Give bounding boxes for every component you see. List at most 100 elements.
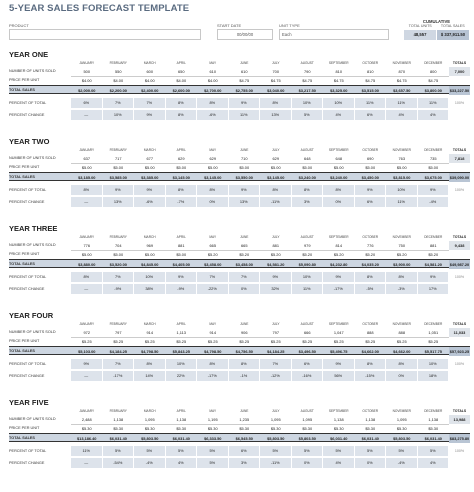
- units-sold-cell[interactable]: 870: [386, 67, 418, 77]
- percent-of-total-cell: 9%: [166, 272, 197, 282]
- total-units-value: 48,557: [404, 30, 436, 40]
- units-sold-cell[interactable]: 776: [354, 241, 386, 251]
- units-sold-cell[interactable]: 500: [71, 67, 103, 77]
- units-sold-cell[interactable]: 810: [354, 67, 386, 77]
- month-header: MARCH: [143, 235, 156, 239]
- units-sold-label: NUMBER OF UNITS SOLD: [9, 417, 56, 421]
- month-header-row: JANUARY FEBRUARY MARCH APRIL MAY JUNE JULY AUGU…: [9, 234, 470, 241]
- percent-of-total-cell: 10%: [323, 98, 355, 108]
- start-date-label: START DATE: [217, 23, 242, 28]
- units-sold-cell[interactable]: 735: [417, 154, 449, 164]
- units-sold-cell[interactable]: 704: [102, 241, 134, 251]
- units-sold-cell[interactable]: 648: [323, 154, 355, 164]
- units-sold-cell[interactable]: 629: [165, 154, 197, 164]
- units-sold-cell[interactable]: 969: [134, 241, 166, 251]
- total-sales-cell: $5,803.50: [141, 436, 159, 441]
- units-sold-cell[interactable]: 1,095: [291, 415, 323, 425]
- month-header: FEBRUARY: [109, 148, 127, 152]
- percent-of-total-cell: 10%: [134, 272, 166, 282]
- units-sold-cell[interactable]: 814: [323, 241, 355, 251]
- units-sold-cell[interactable]: 810: [323, 67, 355, 77]
- units-sold-cell[interactable]: 710: [228, 154, 260, 164]
- percent-of-total-cell: 9%: [229, 98, 260, 108]
- units-sold-row: NUMBER OF UNITS SOLD 776 704 969 881 665 665 88…: [9, 241, 470, 251]
- units-sold-cell[interactable]: 666: [291, 328, 323, 338]
- units-sold-cell[interactable]: 914: [197, 328, 229, 338]
- units-sold-cell[interactable]: 800: [417, 67, 449, 77]
- units-sold-cell[interactable]: 629: [260, 154, 292, 164]
- units-sold-cell[interactable]: 1,195: [197, 415, 229, 425]
- percent-change-cell: 5%: [292, 110, 323, 120]
- percent-change-cell: 4%: [323, 110, 355, 120]
- units-sold-cell[interactable]: 906: [228, 328, 260, 338]
- total-sales-cell: $3,900.00: [393, 262, 411, 267]
- units-sold-cell[interactable]: 1,113: [165, 328, 197, 338]
- units-sold-cell[interactable]: 650: [165, 67, 197, 77]
- units-sold-cell[interactable]: 1,138: [102, 415, 134, 425]
- percent-of-total-cell: 8%: [386, 272, 418, 282]
- units-sold-cell[interactable]: 1,095: [386, 415, 418, 425]
- units-sold-cell[interactable]: 648: [291, 154, 323, 164]
- percent-of-total-cell: 9%: [103, 185, 134, 195]
- start-date-input[interactable]: 00/00/00: [217, 29, 273, 40]
- units-sold-cell[interactable]: 763: [386, 154, 418, 164]
- units-sold-cell[interactable]: 690: [354, 154, 386, 164]
- total-sales-cell: $3,585.00: [109, 175, 127, 180]
- units-sold-cell[interactable]: 979: [291, 241, 323, 251]
- units-sold-cell[interactable]: 888: [386, 328, 418, 338]
- percent-of-total-label: PERCENT OF TOTAL: [9, 101, 47, 105]
- price-per-unit-row: PRICE PER UNIT $5.30 $5.30 $5.30 $5.30 $5.30 $…: [9, 424, 470, 434]
- percent-of-total-row: PERCENT OF TOTAL 9% 7% 8% 10% 8% 8% 7% 6% 9% 8% 8% 1…: [9, 359, 470, 369]
- units-sold-cell[interactable]: 888: [354, 328, 386, 338]
- unit-type-input[interactable]: Each: [279, 29, 389, 40]
- units-sold-cell[interactable]: 881: [260, 241, 292, 251]
- units-sold-cell[interactable]: 550: [102, 67, 134, 77]
- units-sold-cell[interactable]: 1,138: [165, 415, 197, 425]
- units-sold-cell[interactable]: 776: [71, 241, 103, 251]
- month-header: FEBRUARY: [109, 61, 127, 65]
- units-sold-cell[interactable]: 1,095: [260, 415, 292, 425]
- units-sold-cell[interactable]: 637: [71, 154, 103, 164]
- month-header: JULY: [271, 409, 280, 413]
- units-sold-cell[interactable]: 914: [134, 328, 166, 338]
- month-header: JUNE: [240, 61, 249, 65]
- units-sold-cell[interactable]: 717: [102, 154, 134, 164]
- units-sold-cell[interactable]: 1,138: [323, 415, 355, 425]
- units-sold-cell[interactable]: 1,235: [228, 415, 260, 425]
- units-sold-cell[interactable]: 700: [260, 67, 292, 77]
- units-sold-cell[interactable]: 1,051: [417, 328, 449, 338]
- units-sold-cell[interactable]: 629: [197, 154, 229, 164]
- units-sold-cell[interactable]: 797: [102, 328, 134, 338]
- total-sales-cell: $3,240.00: [298, 175, 316, 180]
- units-sold-cell[interactable]: 1,138: [417, 415, 449, 425]
- total-sales-cell: $5,496.75: [330, 349, 348, 354]
- units-sold-cell[interactable]: 1,095: [134, 415, 166, 425]
- units-sold-cell[interactable]: 610: [197, 67, 229, 77]
- percent-of-total-cell: 8%: [229, 359, 260, 369]
- percent-of-total-cell: 9%: [418, 272, 449, 282]
- units-sold-cell[interactable]: 677: [134, 154, 166, 164]
- total-sales-cell: $3,145.00: [267, 175, 285, 180]
- units-sold-cell[interactable]: 665: [228, 241, 260, 251]
- units-sold-label: NUMBER OF UNITS SOLD: [9, 156, 56, 160]
- total-sales-cell: $3,145.00: [172, 175, 190, 180]
- product-input[interactable]: [9, 29, 201, 40]
- percent-change-cell: 56%: [323, 371, 355, 381]
- units-sold-cell[interactable]: 972: [71, 328, 103, 338]
- units-sold-cell[interactable]: 797: [260, 328, 292, 338]
- units-sold-cell[interactable]: 790: [291, 67, 323, 77]
- percent-of-total-cell: 5%: [103, 446, 134, 456]
- units-sold-cell[interactable]: 881: [165, 241, 197, 251]
- month-header: JUNE: [240, 409, 249, 413]
- units-sold-cell[interactable]: 1,047: [323, 328, 355, 338]
- units-sold-cell[interactable]: 1,138: [354, 415, 386, 425]
- month-header: JULY: [271, 148, 280, 152]
- units-sold-cell[interactable]: 2,488: [71, 415, 103, 425]
- month-header: JANUARY: [79, 235, 95, 239]
- units-sold-cell[interactable]: 881: [417, 241, 449, 251]
- price-per-unit-label: PRICE PER UNIT: [9, 165, 40, 169]
- units-sold-cell[interactable]: 610: [228, 67, 260, 77]
- units-sold-cell[interactable]: 750: [386, 241, 418, 251]
- units-sold-cell[interactable]: 665: [197, 241, 229, 251]
- units-sold-cell[interactable]: 600: [134, 67, 166, 77]
